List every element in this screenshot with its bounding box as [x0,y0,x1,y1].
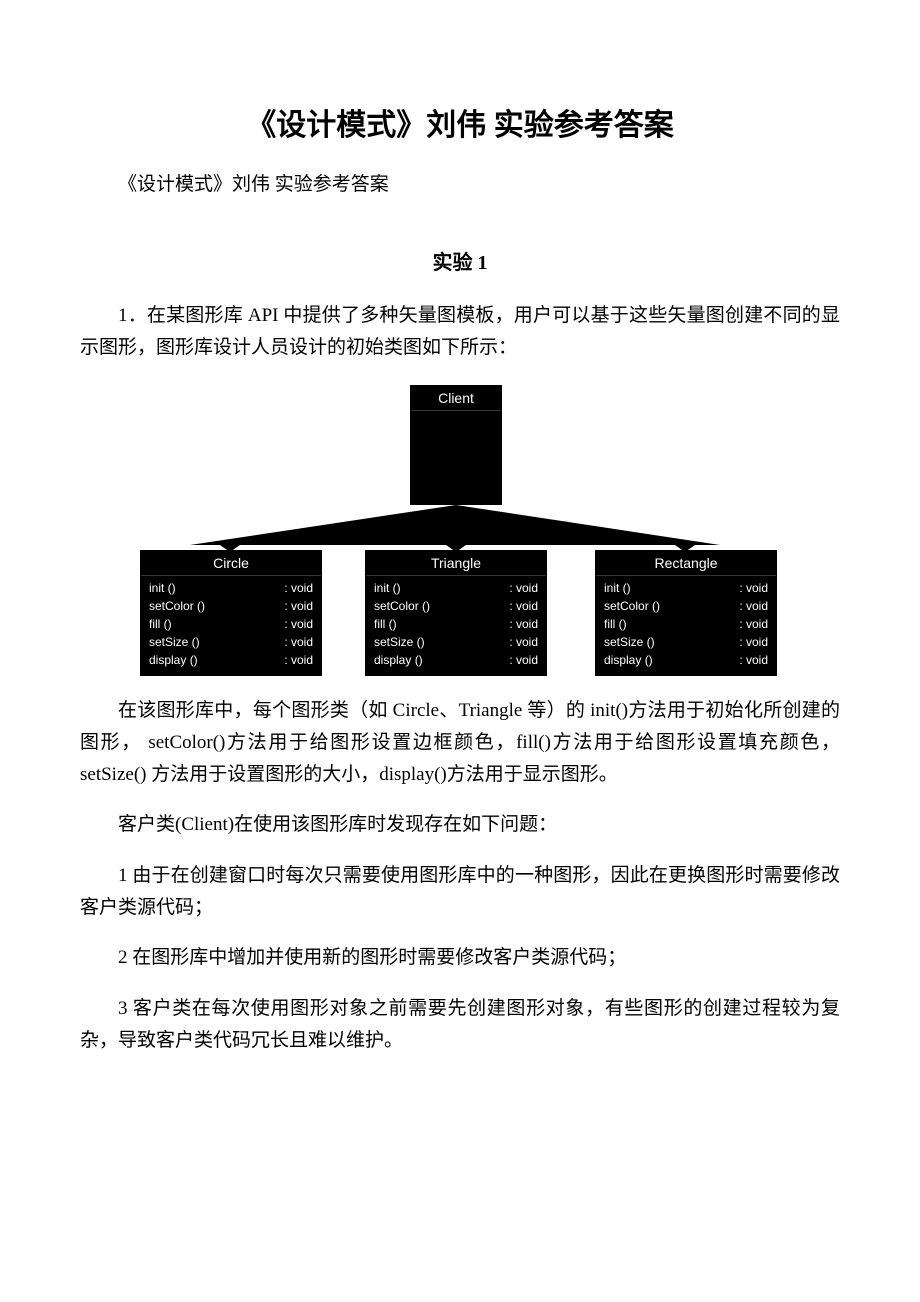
uml-return: : void [733,651,768,669]
uml-method: fill () [604,615,627,633]
uml-return: : void [278,651,313,669]
uml-return: : void [503,615,538,633]
uml-class-name: Rectangle [596,551,776,576]
uml-return: : void [278,633,313,651]
experiment-heading: 实验 1 [80,246,840,275]
uml-client-name: Client [411,386,501,411]
uml-circle-box: Circle init () : void setColor () : void f… [140,550,322,676]
paragraph-client-issue: 客户类(Client)在使用该图形库时发现存在如下问题： [80,809,840,841]
uml-return: : void [503,633,538,651]
uml-triangle-box: Triangle init () : void setColor () : void… [365,550,547,676]
uml-method: display () [604,651,653,669]
uml-method: setColor () [604,597,660,615]
uml-return: : void [503,579,538,597]
uml-class-name: Circle [141,551,321,576]
uml-return: : void [278,615,313,633]
uml-return: : void [503,597,538,615]
uml-return: : void [733,579,768,597]
uml-return: : void [503,651,538,669]
uml-method: fill () [149,615,172,633]
page-title: 《设计模式》刘伟 实验参考答案 [80,100,840,144]
uml-diagram: www.bdocx.com Client Circle init (): voi… [120,385,800,665]
uml-method: setColor () [374,597,430,615]
uml-rectangle-box: Rectangle init () : void setColor () : voi… [595,550,777,676]
issue-3: 3 客户类在每次使用图形对象之前需要先创建图形对象，有些图形的创建过程较为复杂，… [80,993,840,1058]
uml-return: : void [278,597,313,615]
uml-return: : void [733,597,768,615]
uml-return: : void [733,615,768,633]
uml-return: : void [278,579,313,597]
paragraph-after-diagram: 在该图形库中，每个图形类（如 Circle、Triangle 等）的 init(… [80,695,840,792]
uml-method: display () [149,651,198,669]
issue-1: 1 由于在创建窗口时每次只需要使用图形库中的一种图形，因此在更换图形时需要修改客… [80,860,840,925]
intro-paragraph: 1．在某图形库 API 中提供了多种矢量图模板，用户可以基于这些矢量图创建不同的… [80,300,840,365]
uml-class-name: Triangle [366,551,546,576]
uml-method: setSize () [604,633,655,651]
uml-method: init () [604,579,631,597]
uml-client-box: Client [410,385,502,505]
uml-method: setSize () [374,633,425,651]
issue-2: 2 在图形库中增加并使用新的图形时需要修改客户类源代码； [80,942,840,974]
uml-method: setColor () [149,597,205,615]
uml-method: init () [149,579,176,597]
uml-method: setSize () [149,633,200,651]
uml-method: init () [374,579,401,597]
uml-method: display () [374,651,423,669]
uml-method: fill () [374,615,397,633]
page-subtitle: 《设计模式》刘伟 实验参考答案 [80,169,840,196]
uml-return: : void [733,633,768,651]
